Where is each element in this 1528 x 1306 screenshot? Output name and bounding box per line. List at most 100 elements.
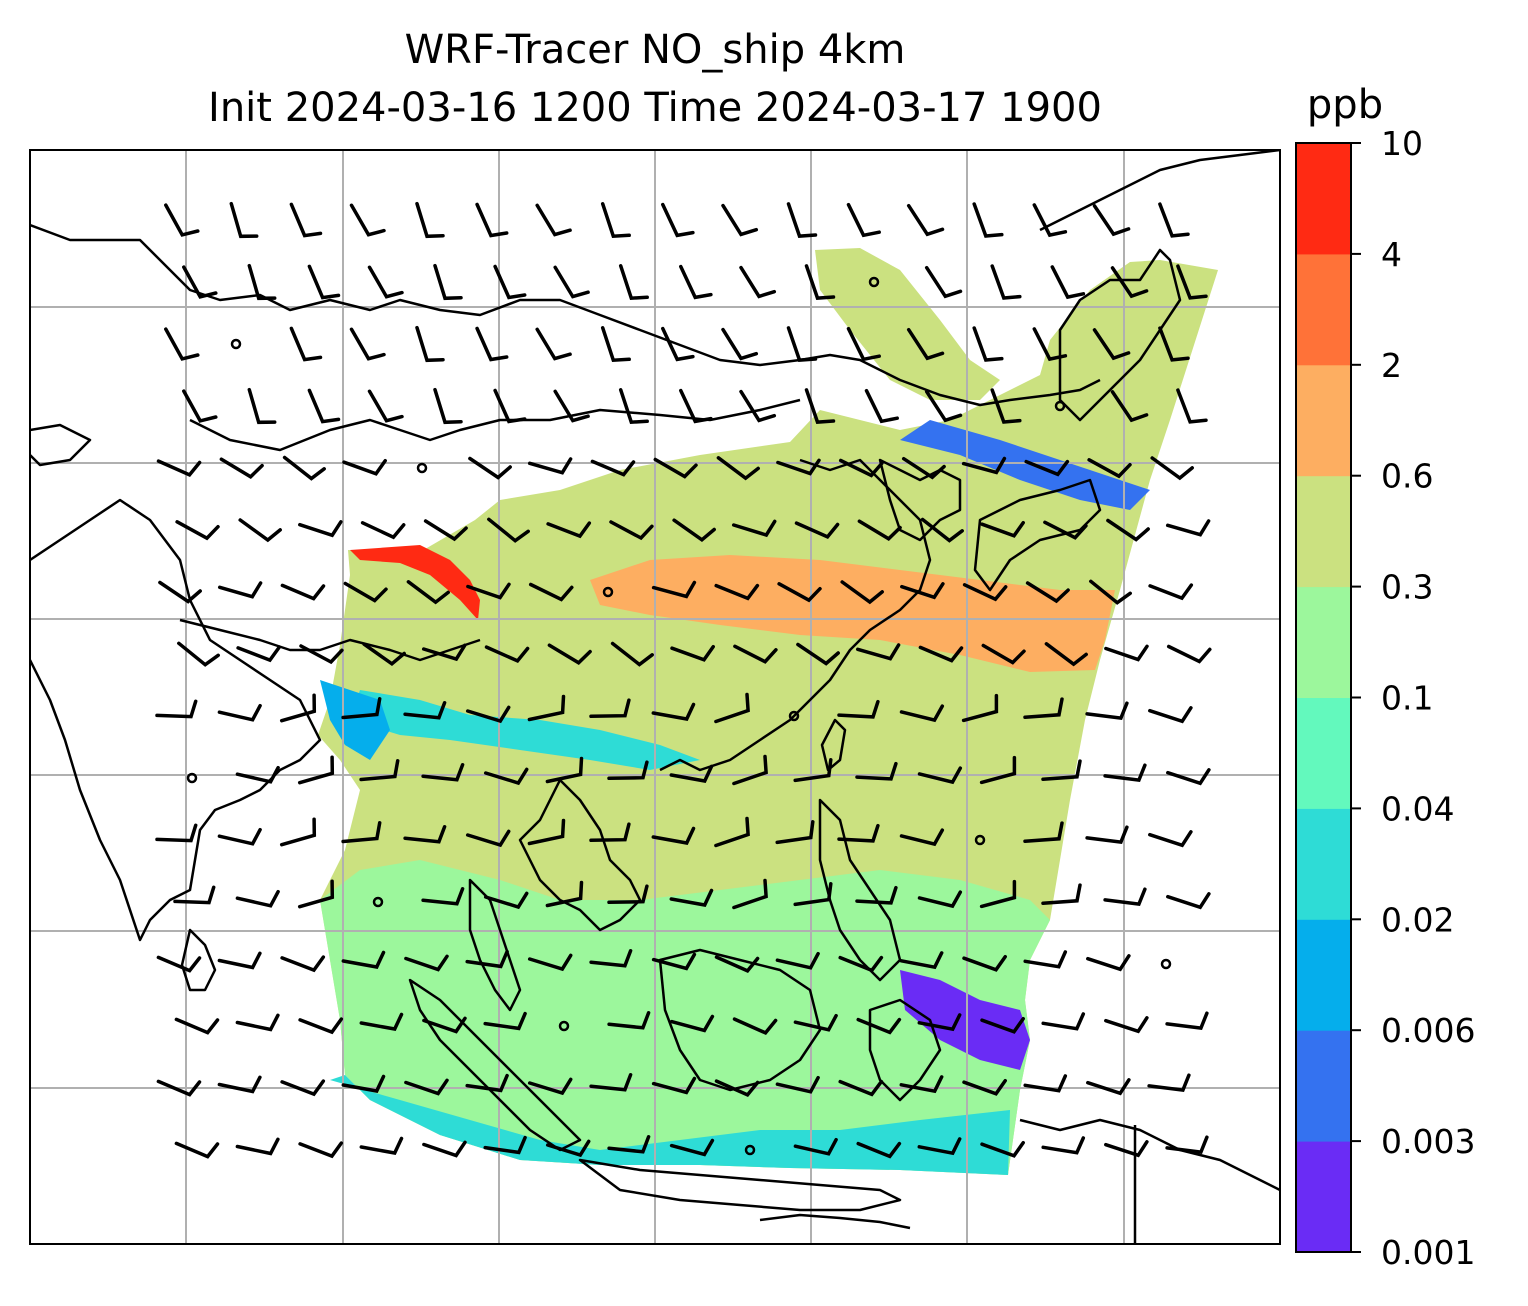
wind-barb [775, 1075, 820, 1094]
wind-barb [1041, 759, 1082, 781]
colorbar-tick-label: 0.02 [1381, 900, 1454, 939]
wind-barb [217, 581, 263, 599]
wind-barb [1147, 1073, 1191, 1093]
wind-barb [739, 389, 777, 423]
wind-barb [857, 519, 902, 541]
wind-barb [155, 699, 198, 719]
wind-barb [714, 692, 750, 724]
wind-barb [732, 754, 768, 786]
wind-barb [421, 763, 465, 782]
wind-barb [979, 879, 1017, 909]
wind-barb [661, 202, 695, 238]
wind-barb [182, 265, 218, 299]
wind-barb [421, 643, 467, 662]
tracer-region-northeast [1040, 290, 1180, 450]
wind-barb [618, 264, 649, 301]
coastlines [30, 150, 1280, 1244]
colorbar-tick-label: 0.6 [1381, 457, 1433, 496]
wind-barb [1092, 328, 1131, 361]
wind-barb [1158, 202, 1190, 238]
wind-barb [415, 325, 445, 363]
wind-barb [545, 880, 584, 908]
wind-barb [341, 697, 382, 720]
wind-barb [423, 519, 468, 542]
wind-barb [307, 264, 341, 300]
wind-barb [527, 457, 573, 475]
wind-barb [600, 326, 631, 363]
wind-barb [962, 954, 1007, 972]
wind-barb [247, 387, 277, 425]
wind-barb [840, 580, 884, 605]
wind-barb [298, 1141, 344, 1159]
wind-barb [535, 327, 572, 361]
wind-barb [483, 1135, 527, 1155]
colorbar-units-label: ppb [1306, 82, 1384, 128]
wind-barb [1023, 1074, 1068, 1093]
wind-barb [1158, 326, 1190, 362]
wind-barb [721, 327, 759, 361]
wind-barb [607, 884, 649, 905]
wind-barb [553, 389, 590, 423]
wind-barb [527, 694, 566, 722]
wind-barb [972, 326, 1004, 362]
wind-barb [618, 388, 649, 425]
wind-barb-calm [230, 338, 242, 350]
coastline-india [30, 498, 322, 942]
wind-barb [786, 202, 818, 238]
wind-barb [433, 263, 463, 301]
wind-barb [961, 693, 999, 723]
wind-barb [1024, 459, 1070, 477]
wind-barb [777, 582, 822, 603]
wind-barb [609, 520, 654, 541]
wind-barb [359, 1136, 404, 1155]
wind-barb [906, 203, 945, 237]
wind-barb [901, 456, 946, 480]
wind-barb [1023, 821, 1064, 843]
wind-barb [1104, 1016, 1149, 1034]
wind-barb [864, 388, 899, 424]
wind-barb [341, 1074, 386, 1093]
wind-barb-calm [372, 896, 384, 908]
wind-barb [349, 327, 386, 361]
wind-barb-calm [974, 834, 986, 846]
wind-barb [247, 263, 277, 301]
wind-barb [299, 644, 344, 665]
wind-barb [607, 1135, 651, 1154]
wind-barb [535, 203, 572, 237]
wind-barb-calm [744, 1144, 756, 1156]
wind-barb [1043, 520, 1088, 540]
colorbar-band [1296, 253, 1351, 366]
wind-barb [679, 388, 713, 424]
wind-barb [422, 1140, 467, 1158]
wind-barb [158, 580, 202, 604]
wind-barb [1150, 456, 1194, 481]
wind-barb [403, 701, 447, 720]
map-panel [29, 149, 1281, 1245]
colorbar-tick-label: 0.003 [1381, 1122, 1475, 1161]
wind-barb [1041, 1012, 1086, 1031]
wind-barb [1044, 642, 1088, 667]
wind-barb [289, 202, 323, 238]
wind-barb [360, 521, 406, 540]
colorbar-tick-label: 2 [1381, 346, 1402, 385]
wind-barb [1165, 519, 1211, 537]
wind-barb [924, 265, 963, 299]
colorbar-band [1296, 808, 1351, 920]
wind-barb [651, 580, 697, 599]
coastline-java [578, 1158, 902, 1212]
colorbar-band [1296, 919, 1351, 1031]
tracer-region-low-band-mid [350, 690, 700, 770]
wind-barb [298, 1017, 344, 1035]
wind-barb [280, 1079, 326, 1097]
wind-barb [341, 950, 386, 969]
wind-barb [174, 1017, 220, 1035]
wind-barb [651, 702, 696, 721]
coastline-lesser-sunda [759, 1213, 911, 1230]
wind-barb [1087, 458, 1132, 479]
wind-barb [714, 816, 750, 848]
wind-barb [1023, 697, 1064, 719]
wind-barb [920, 517, 964, 543]
wind-barb [589, 822, 631, 843]
wind-barb [493, 388, 527, 424]
wind-barb [899, 951, 944, 970]
